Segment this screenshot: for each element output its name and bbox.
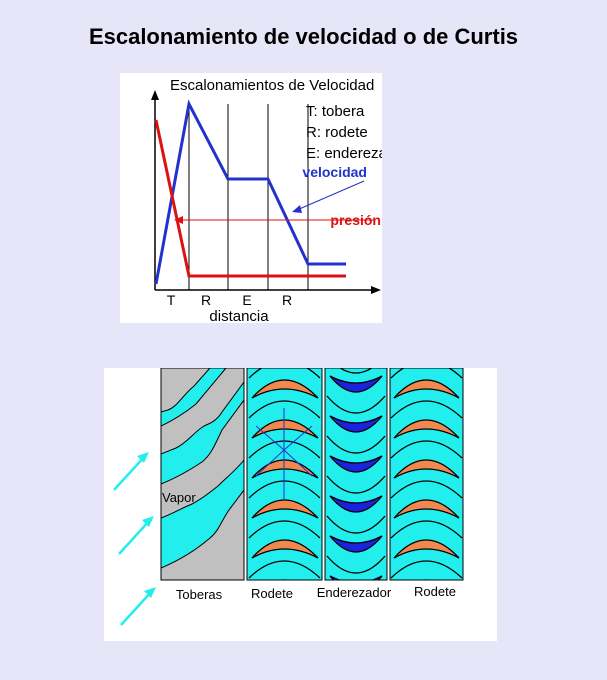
turbine-cross-section: Vapor — [104, 367, 497, 641]
velocity-pointer-arrow-icon — [292, 205, 302, 213]
nozzle-section: Vapor — [160, 367, 245, 581]
rotor-section-2 — [389, 367, 464, 581]
velocity-label: velocidad — [302, 164, 367, 180]
stator-section — [324, 367, 388, 581]
pressure-line — [154, 119, 346, 278]
page-title: Escalonamiento de velocidad o de Curtis — [88, 24, 519, 49]
x-axis-arrow-icon — [371, 286, 381, 294]
velocity-triangle — [255, 408, 313, 500]
legend-item: E: enderezador — [306, 145, 382, 162]
legend-item: T: tobera — [306, 103, 365, 120]
stage-label: T — [167, 292, 176, 308]
section-label-toberas: Toberas — [176, 587, 223, 602]
x-axis-label: distancia — [209, 308, 269, 323]
velocity-pressure-graph: Escalonamientos de Velocidad T: tobera R… — [120, 73, 409, 325]
pressure-pointer-arrow-icon — [174, 216, 183, 224]
section-label-enderezador: Enderezador — [317, 585, 392, 600]
graph-title: Escalonamientos de Velocidad — [170, 77, 374, 94]
section-label-rodete: Rodete — [414, 584, 456, 599]
legend-item: R: rodete — [306, 124, 368, 141]
pressure-label: presión — [330, 212, 381, 228]
stage-label: R — [201, 292, 211, 308]
section-label-rodete: Rodete — [251, 586, 293, 601]
rotor-section-1 — [246, 367, 323, 581]
y-axis-arrow-icon — [151, 90, 159, 100]
velocity-pointer — [296, 180, 365, 211]
stage-label: R — [282, 292, 292, 308]
vapor-label: Vapor — [162, 490, 196, 505]
velocity-line — [154, 99, 346, 285]
inlet-flow-arrows — [113, 452, 156, 626]
stage-label: E — [242, 292, 251, 308]
